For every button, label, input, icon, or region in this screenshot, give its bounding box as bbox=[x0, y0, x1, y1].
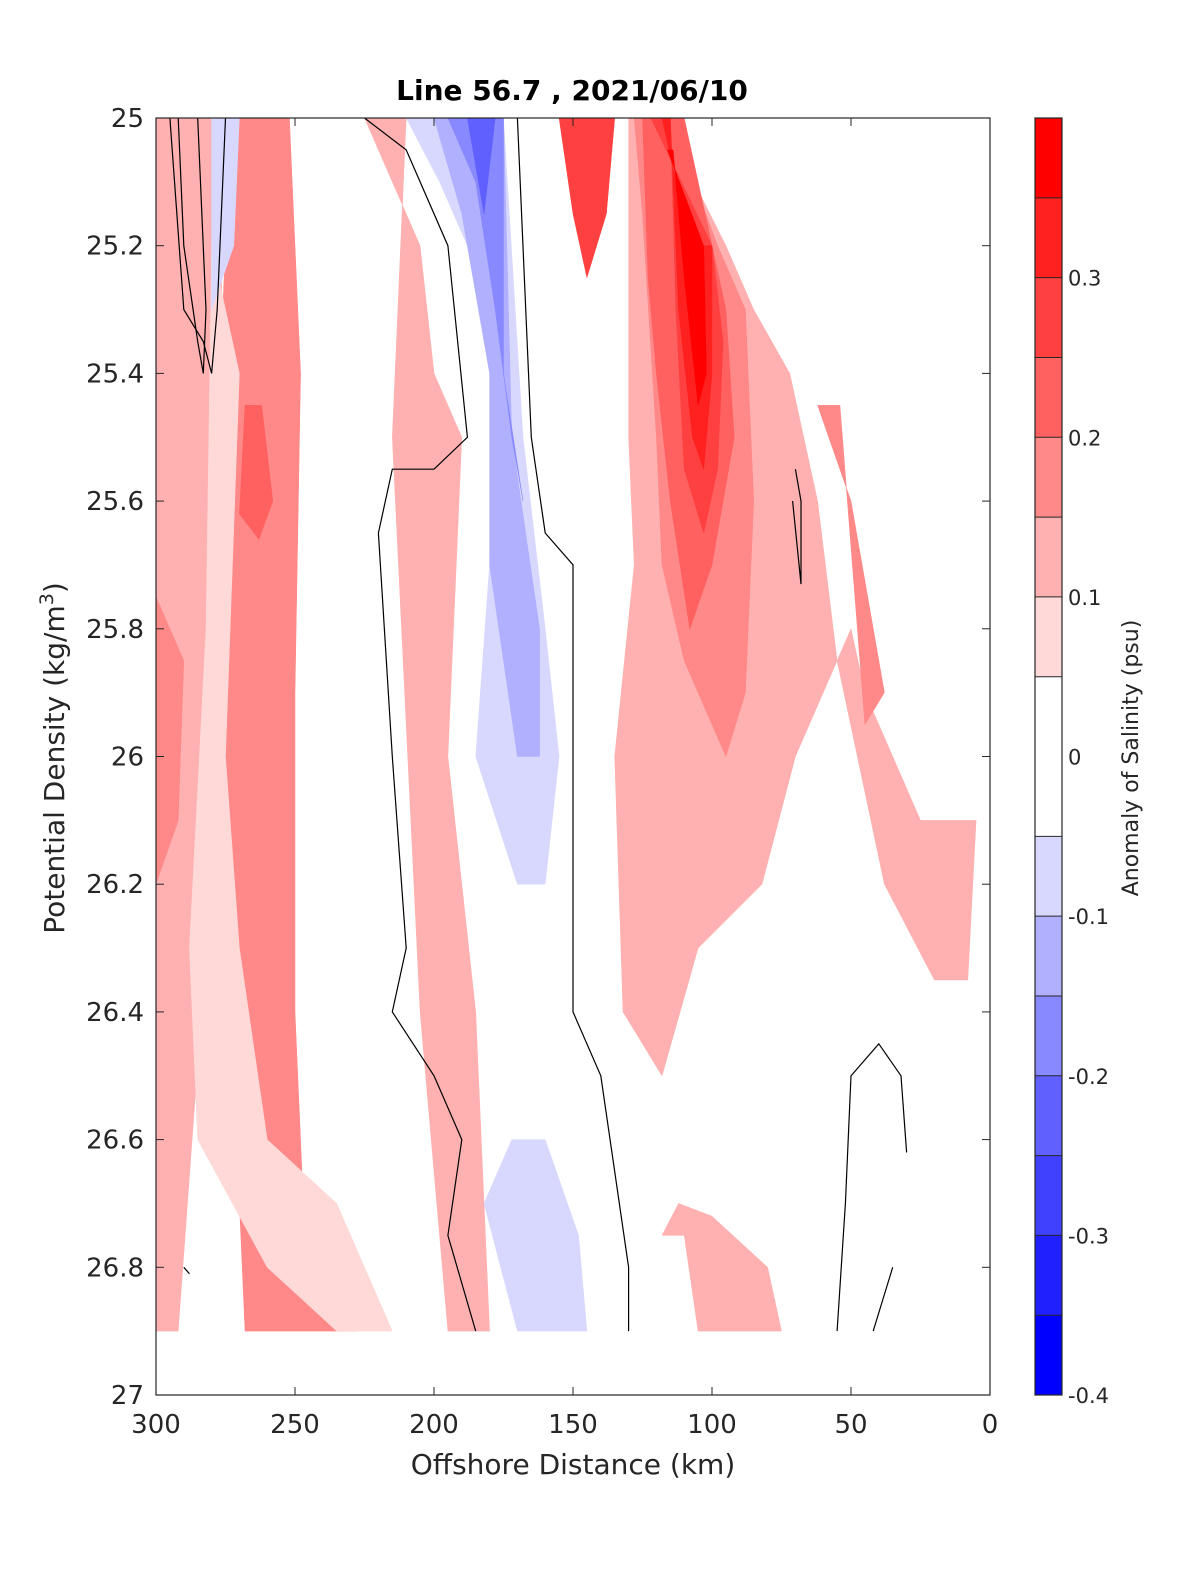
plot-area: 300 250 200 150 100 50 0 2525.225.425.625.8262… bbox=[86, 104, 998, 1440]
colorbar-tick-label: 0.1 bbox=[1068, 586, 1101, 610]
y-tick-label: 25 bbox=[111, 104, 144, 134]
contour-region-13 bbox=[667, 149, 707, 406]
colorbar-swatch-7 bbox=[1035, 676, 1062, 837]
contour-region-18 bbox=[483, 1139, 588, 1332]
contour-region-15 bbox=[661, 1203, 782, 1332]
colorbar-swatch-13 bbox=[1035, 197, 1062, 278]
colorbar-swatch-0 bbox=[1035, 1315, 1062, 1395]
colorbar-swatch-14 bbox=[1035, 118, 1062, 198]
contour-region-21 bbox=[467, 118, 496, 214]
colorbar-tick-label: -0.4 bbox=[1068, 1384, 1109, 1408]
y-tick-label: 25.8 bbox=[86, 615, 144, 645]
colorbar-swatch-6 bbox=[1035, 836, 1062, 917]
x-axis-label: Offshore Distance (km) bbox=[411, 1448, 736, 1481]
chart-title: Line 56.7 , 2021/06/10 bbox=[396, 74, 748, 107]
colorbar-tick-label: 0.3 bbox=[1068, 267, 1101, 291]
y-axis-label-superscript: 3 bbox=[36, 593, 58, 605]
y-tick-label: 26.6 bbox=[86, 1126, 144, 1156]
contour-region-10 bbox=[558, 118, 615, 279]
y-tick-label: 26.8 bbox=[86, 1253, 144, 1283]
y-tick-label: 26.4 bbox=[86, 998, 144, 1028]
colorbar-swatch-12 bbox=[1035, 277, 1062, 358]
contour-region-3 bbox=[239, 405, 274, 540]
contour-line-4 bbox=[792, 469, 802, 585]
y-tick-label: 25.6 bbox=[86, 487, 144, 517]
y-tick-label: 27 bbox=[111, 1381, 144, 1411]
contour-lines bbox=[169, 118, 908, 1332]
contour-line-3 bbox=[516, 118, 630, 1332]
colorbar: -0.4 -0.3 -0.2 -0.1 0 0.1 0.2 0.3 Anomaly of Sa… bbox=[1034, 117, 1144, 1408]
x-tick-label: 200 bbox=[409, 1410, 459, 1440]
colorbar-swatches bbox=[1035, 118, 1062, 1395]
colorbar-swatch-2 bbox=[1035, 1155, 1062, 1236]
y-axis-label: Potential Density (kg/m3) bbox=[36, 582, 71, 934]
contour-line-2 bbox=[364, 118, 477, 1332]
y-tick-label: 25.2 bbox=[86, 232, 144, 262]
contour-line-0 bbox=[177, 118, 207, 374]
colorbar-tick-label: 0.2 bbox=[1068, 426, 1101, 450]
contour-line-1 bbox=[169, 118, 227, 374]
colorbar-swatch-10 bbox=[1035, 437, 1062, 518]
x-tick-label: 150 bbox=[548, 1410, 598, 1440]
contour-line-7 bbox=[183, 1266, 190, 1275]
colorbar-swatch-11 bbox=[1035, 357, 1062, 438]
contour-region-1 bbox=[322, 118, 490, 1332]
contour-region-16 bbox=[211, 118, 240, 310]
contour-region-14 bbox=[189, 245, 393, 1332]
y-tick-label: 26.2 bbox=[86, 870, 144, 900]
colorbar-swatch-9 bbox=[1035, 517, 1062, 597]
colorbar-swatch-5 bbox=[1035, 916, 1062, 996]
x-tick-label: 0 bbox=[982, 1410, 999, 1440]
x-tick-label: 300 bbox=[131, 1410, 181, 1440]
x-tick-label: 50 bbox=[834, 1410, 867, 1440]
y-tick-label: 26 bbox=[111, 743, 144, 773]
colorbar-swatch-8 bbox=[1035, 596, 1062, 677]
colorbar-tick-label: -0.2 bbox=[1068, 1065, 1109, 1089]
contour-line-5 bbox=[836, 1042, 908, 1332]
contour-region-4 bbox=[156, 596, 185, 885]
y-axis-label-close: ) bbox=[38, 582, 71, 593]
y-tick-label: 25.4 bbox=[86, 359, 144, 389]
colorbar-swatch-1 bbox=[1035, 1235, 1062, 1316]
contour-fills bbox=[156, 118, 977, 1332]
colorbar-ticks: -0.4 -0.3 -0.2 -0.1 0 0.1 0.2 0.3 bbox=[1068, 267, 1109, 1408]
x-axis-ticks: 300 250 200 150 100 50 0 bbox=[131, 118, 998, 1440]
colorbar-swatch-4 bbox=[1035, 995, 1062, 1076]
colorbar-tick-label: -0.3 bbox=[1068, 1224, 1109, 1248]
colorbar-frame bbox=[1034, 117, 1063, 1396]
contour-line-6 bbox=[872, 1267, 894, 1332]
contour-region-8 bbox=[817, 405, 885, 726]
colorbar-tick-label: 0 bbox=[1068, 746, 1081, 770]
contour-region-19 bbox=[433, 118, 540, 757]
colorbar-tick-label: -0.1 bbox=[1068, 905, 1109, 929]
y-axis-label-main: Potential Density (kg/m bbox=[38, 605, 71, 934]
x-tick-label: 100 bbox=[687, 1410, 737, 1440]
colorbar-swatch-3 bbox=[1035, 1075, 1062, 1156]
colorbar-label: Anomaly of Salinity (psu) bbox=[1119, 620, 1144, 897]
x-tick-label: 250 bbox=[270, 1410, 320, 1440]
y-axis-ticks: 25 25.2 25.4 25.6 25.8 26 26.2 26.4 26.6 26.8 27 bbox=[86, 104, 990, 1411]
